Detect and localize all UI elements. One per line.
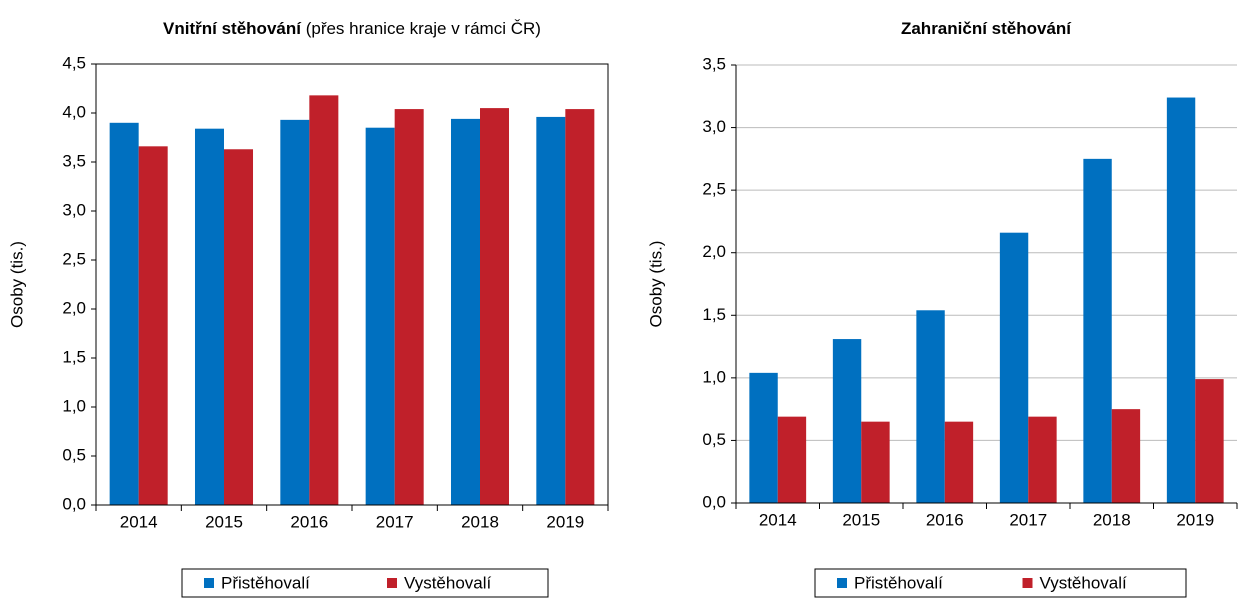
bar [944, 421, 974, 503]
bar [832, 339, 862, 503]
y-tick-label: 1,5 [62, 347, 86, 366]
bar [749, 372, 778, 503]
y-tick-label: 2,0 [702, 242, 726, 261]
bar [916, 310, 945, 503]
x-tick-label: 2014 [759, 510, 797, 529]
y-tick-label: 4,0 [62, 102, 86, 121]
bar [480, 108, 510, 505]
bar [309, 95, 339, 506]
x-tick-label: 2019 [546, 512, 584, 531]
y-tick-label: 3,0 [702, 117, 726, 136]
bar [280, 119, 310, 506]
legend-swatch [1022, 578, 1033, 588]
x-tick-label: 2015 [205, 512, 243, 531]
x-tick-label: 2014 [120, 512, 158, 531]
plot-frame [95, 63, 609, 506]
bar [194, 128, 224, 505]
y-tick-label: 1,0 [62, 396, 86, 415]
legend-label: Přistěhovalí [221, 573, 310, 592]
y-tick-label: 0,5 [62, 445, 86, 464]
y-tick-label: 2,5 [702, 180, 726, 199]
legend-label: Vystěhovalí [1040, 573, 1128, 592]
y-tick-label: 1,5 [702, 305, 726, 324]
bar [450, 118, 480, 505]
bar [109, 122, 139, 506]
bar [861, 421, 890, 503]
bar [536, 116, 566, 506]
y-axis-label: Osoby (tis.) [7, 241, 26, 328]
bar [394, 109, 424, 505]
bar [1028, 416, 1057, 503]
bar [1195, 379, 1224, 503]
title-main: Vnitřní stěhování [163, 19, 302, 38]
bar [1166, 97, 1196, 503]
legend-label: Vystěhovalí [404, 573, 492, 592]
x-tick-label: 2019 [1176, 510, 1214, 529]
bar [999, 232, 1029, 504]
x-tick-label: 2017 [376, 512, 414, 531]
legend-swatch [837, 578, 847, 588]
y-tick-label: 0,0 [62, 494, 86, 513]
legend-label: Přistěhovalí [854, 573, 943, 592]
legend-swatch [387, 578, 397, 588]
chart-title: Zahraniční stěhování [901, 19, 1072, 38]
y-tick-label: 2,5 [62, 249, 86, 268]
y-tick-label: 3,5 [702, 54, 726, 73]
y-tick-label: 0,0 [702, 492, 726, 511]
y-tick-label: 3,5 [62, 151, 86, 170]
y-tick-label: 1,0 [702, 367, 726, 386]
y-tick-label: 4,5 [62, 53, 86, 72]
y-tick-label: 3,0 [62, 200, 86, 219]
chart-title: Vnitřní stěhování (přes hranice kraje v … [163, 19, 541, 38]
legend-swatch [204, 578, 214, 588]
bar [224, 149, 254, 505]
y-axis-label: Osoby (tis.) [646, 241, 665, 328]
bar [138, 146, 168, 505]
x-tick-label: 2016 [926, 510, 964, 529]
legend-box [181, 568, 549, 598]
x-tick-label: 2015 [842, 510, 880, 529]
x-tick-label: 2017 [1009, 510, 1047, 529]
y-tick-label: 0,5 [702, 430, 726, 449]
bar [565, 109, 595, 505]
x-tick-label: 2018 [1093, 510, 1131, 529]
subtitle: (přes hranice kraje v rámci ČR) [306, 19, 541, 38]
x-tick-label: 2016 [290, 512, 328, 531]
title-main: Zahraniční stěhování [901, 19, 1072, 38]
y-tick-label: 2,0 [62, 298, 86, 317]
bar [1083, 158, 1112, 503]
bar [777, 416, 807, 503]
x-tick-label: 2018 [461, 512, 499, 531]
bar [1111, 409, 1141, 503]
bar [365, 127, 395, 505]
legend-box [814, 568, 1187, 598]
